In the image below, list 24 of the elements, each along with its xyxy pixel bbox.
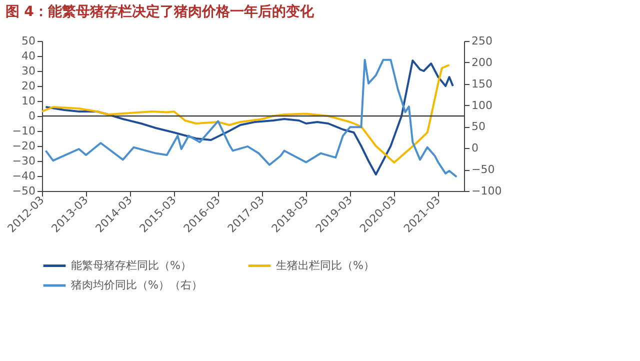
y2-tick-label: −50 bbox=[472, 163, 495, 176]
legend-label: 能繁母猪存栏同比（%） bbox=[71, 258, 192, 272]
y2-tick-label: 200 bbox=[472, 56, 492, 69]
y2-tick-label: 50 bbox=[472, 120, 486, 134]
y-tick-label: −10 bbox=[12, 124, 36, 138]
line-series bbox=[41, 64, 450, 164]
y-tick-label: −40 bbox=[12, 170, 36, 182]
legend-label: 生猪出栏同比（%） bbox=[276, 258, 374, 272]
y-tick-label: 10 bbox=[22, 94, 36, 108]
y-tick-label: 0 bbox=[28, 110, 36, 122]
y-tick-label: 30 bbox=[22, 64, 36, 78]
y-tick-label: −50 bbox=[12, 184, 36, 198]
y2-tick-label: 0 bbox=[472, 142, 478, 155]
y-tick-label: 20 bbox=[22, 80, 36, 92]
y2-tick-label: 250 bbox=[472, 34, 492, 48]
y-tick-label: −30 bbox=[12, 154, 36, 168]
y2-tick-label: 100 bbox=[472, 98, 492, 112]
y2-tick-label: −100 bbox=[472, 184, 502, 198]
y-tick-label: 50 bbox=[22, 34, 36, 48]
y-tick-label: −20 bbox=[12, 140, 36, 152]
chart-title: 图 4：能繁母猪存栏决定了猪肉价格一年后的变化 bbox=[5, 3, 315, 20]
y-tick-label: 40 bbox=[22, 50, 36, 62]
y2-tick-label: 150 bbox=[472, 77, 492, 90]
legend-label: 猪肉均价同比（%）（右） bbox=[71, 278, 202, 292]
